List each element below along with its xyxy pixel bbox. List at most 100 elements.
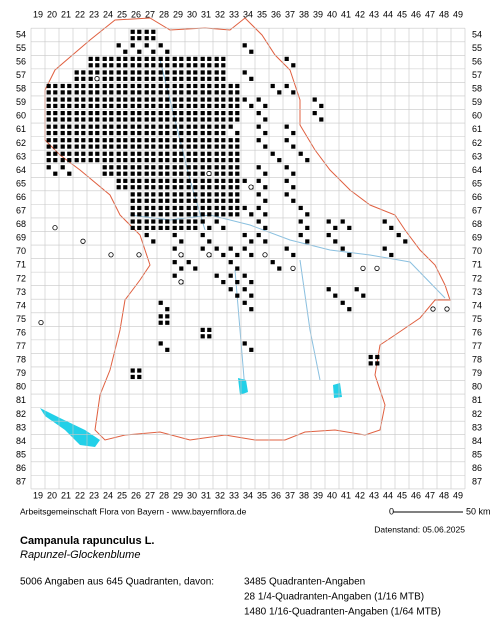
occurrence bbox=[102, 56, 107, 61]
occurrence bbox=[200, 103, 205, 109]
occurrence bbox=[200, 56, 205, 61]
occurrence bbox=[186, 83, 191, 89]
occurrence bbox=[95, 56, 100, 61]
y-label: 77 bbox=[16, 341, 26, 351]
occurrence bbox=[116, 56, 121, 61]
occurrence bbox=[228, 185, 233, 190]
occurrence bbox=[137, 225, 142, 230]
occurrence bbox=[116, 151, 121, 156]
occurrence bbox=[109, 83, 114, 89]
credit: Arbeitsgemeinschaft Flora von Bayern - w… bbox=[20, 506, 247, 516]
occurrence bbox=[249, 293, 254, 298]
x-label: 29 bbox=[173, 490, 183, 500]
x-label: 21 bbox=[61, 490, 71, 500]
occurrence bbox=[186, 212, 191, 217]
occurrence bbox=[214, 70, 219, 75]
occurrence bbox=[144, 225, 149, 230]
occurrence bbox=[144, 165, 149, 170]
occurrence bbox=[151, 70, 156, 75]
occurrence bbox=[193, 117, 198, 122]
occurrence bbox=[116, 43, 121, 48]
y-label: 74 bbox=[16, 300, 26, 310]
occurrence bbox=[235, 185, 240, 190]
occurrence bbox=[207, 90, 212, 95]
occurrence bbox=[130, 192, 135, 197]
occurrence bbox=[291, 63, 296, 68]
occurrence bbox=[151, 165, 156, 170]
occurrence bbox=[67, 83, 72, 89]
occurrence bbox=[116, 70, 121, 75]
occurrence bbox=[81, 138, 86, 143]
occurrence bbox=[81, 151, 86, 156]
occurrence bbox=[207, 225, 212, 230]
occurrence bbox=[109, 124, 114, 129]
occurrence bbox=[130, 117, 135, 122]
occurrence bbox=[151, 185, 156, 190]
occurrence bbox=[137, 83, 142, 89]
x-label: 26 bbox=[131, 490, 141, 500]
occurrence bbox=[207, 70, 212, 75]
occurrence bbox=[186, 63, 191, 68]
occurrence bbox=[116, 165, 121, 170]
occurrence bbox=[102, 124, 107, 129]
occurrence bbox=[214, 130, 219, 136]
old-record bbox=[374, 265, 380, 271]
occurrence bbox=[137, 212, 142, 217]
occurrence bbox=[179, 76, 184, 81]
y-label: 62 bbox=[16, 138, 26, 148]
occurrence bbox=[151, 171, 156, 176]
occurrence bbox=[109, 90, 114, 95]
occurrence bbox=[151, 178, 156, 183]
occurrence bbox=[193, 151, 198, 156]
occurrence bbox=[347, 252, 352, 258]
occurrence bbox=[158, 63, 163, 68]
occurrence bbox=[249, 307, 254, 312]
occurrence bbox=[221, 76, 226, 81]
occurrence bbox=[123, 124, 128, 129]
occurrence bbox=[319, 117, 324, 122]
occurrence bbox=[144, 232, 149, 238]
occurrence bbox=[179, 185, 184, 190]
occurrence bbox=[165, 83, 170, 89]
occurrence bbox=[130, 76, 135, 81]
occurrence bbox=[235, 252, 240, 258]
occurrence bbox=[221, 56, 226, 61]
occurrence bbox=[305, 212, 310, 217]
occurrence bbox=[214, 56, 219, 61]
occurrence bbox=[235, 130, 240, 136]
occurrence bbox=[200, 232, 205, 238]
y-label: 67 bbox=[16, 206, 26, 216]
occurrence bbox=[172, 232, 177, 238]
x-label: 47 bbox=[425, 9, 435, 19]
occurrence bbox=[179, 130, 184, 136]
occurrence bbox=[88, 124, 93, 129]
occurrence bbox=[123, 144, 128, 149]
occurrence bbox=[53, 138, 58, 143]
occurrence bbox=[172, 130, 177, 136]
occurrence bbox=[193, 90, 198, 95]
occurrence bbox=[151, 212, 156, 217]
occurrence bbox=[172, 151, 177, 156]
occurrence bbox=[144, 76, 149, 81]
occurrence bbox=[151, 117, 156, 122]
y-label: 75 bbox=[16, 314, 26, 324]
x-label: 48 bbox=[439, 9, 449, 19]
x-label: 20 bbox=[47, 490, 57, 500]
y-label: 81 bbox=[472, 395, 482, 405]
occurrence bbox=[263, 239, 268, 244]
occurrence bbox=[158, 90, 163, 95]
occurrence bbox=[172, 219, 177, 224]
y-label: 85 bbox=[472, 449, 482, 459]
occurrence bbox=[193, 83, 198, 89]
occurrence bbox=[123, 130, 128, 136]
occurrence bbox=[207, 83, 212, 89]
occurrence bbox=[214, 124, 219, 129]
occurrence bbox=[151, 63, 156, 68]
occurrence bbox=[165, 192, 170, 197]
occurrence bbox=[256, 178, 261, 183]
occurrence bbox=[172, 97, 177, 102]
occurrence bbox=[165, 144, 170, 149]
occurrence bbox=[151, 124, 156, 129]
occurrence bbox=[228, 273, 233, 278]
occurrence bbox=[88, 63, 93, 68]
